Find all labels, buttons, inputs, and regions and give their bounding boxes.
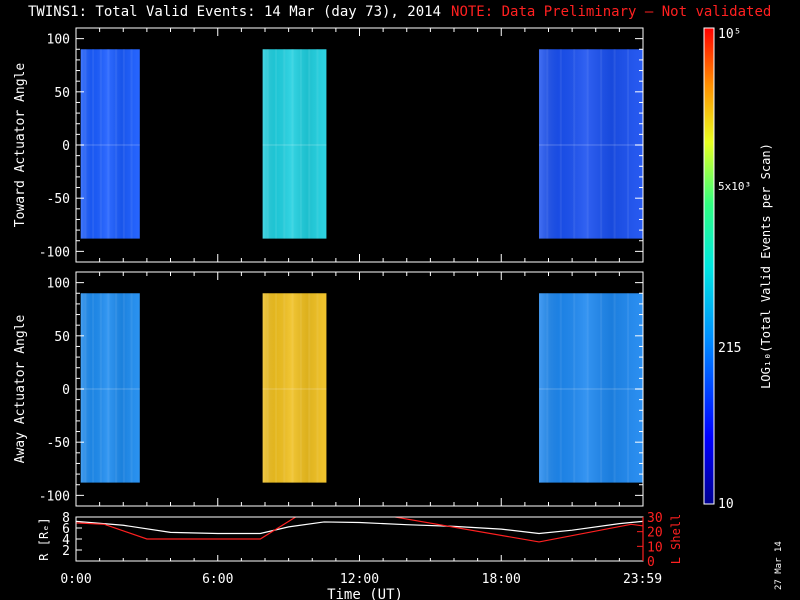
- lshell-axis-label: L Shell: [669, 514, 683, 565]
- plot-title-main: TWINS1: Total Valid Events: 14 Mar (day …: [28, 4, 442, 20]
- y-tick-label: 100: [47, 33, 70, 48]
- colorbar-tick-215: 215: [718, 341, 741, 356]
- date-stamp: 27 Mar 14: [774, 541, 784, 590]
- time-axis-label: Time (UT): [327, 587, 403, 600]
- lshell-tick-label: 10: [647, 540, 663, 555]
- time-tick-label: 12:00: [340, 572, 379, 587]
- away-angle-panel: 100 50 0 -50 -100 Away Actuator Angle: [13, 271, 644, 507]
- y-tick-label: -100: [39, 245, 70, 260]
- lshell-tick-label: 30: [647, 511, 663, 526]
- r-axis-label: R [Rₑ]: [37, 517, 51, 560]
- r-tick-label: 4: [62, 533, 70, 548]
- time-tick-label: 23:59: [623, 572, 662, 587]
- time-axis: Time (UT): [327, 587, 403, 600]
- y-tick-label: -50: [47, 436, 70, 451]
- heatmap-block-texture: [80, 293, 140, 483]
- heatmap-block-texture: [80, 49, 140, 239]
- r-tick-label: 2: [62, 544, 70, 559]
- y-tick-label: 100: [47, 277, 70, 292]
- y-axis-label: Toward Actuator Angle: [13, 63, 28, 228]
- time-tick-label: 18:00: [482, 572, 521, 587]
- r-tick-label: 6: [62, 522, 70, 537]
- colorbar-tick-1e5: 10⁵: [718, 27, 741, 42]
- y-tick-label: 0: [62, 139, 70, 154]
- heatmap-block-texture: [262, 49, 327, 239]
- y-tick-label: 0: [62, 383, 70, 398]
- lshell-tick-label: 0: [647, 555, 655, 570]
- colorbar-label: LOG₁₀(Total Valid Events per Scan): [759, 143, 773, 389]
- colorbar: 10⁵ 5x10³ 215 10 LOG₁₀(Total Valid Event…: [703, 27, 773, 512]
- y-axis-label: Away Actuator Angle: [13, 314, 28, 463]
- heatmap-block-texture: [539, 293, 643, 483]
- r-tick-label: 8: [62, 511, 70, 526]
- y-tick-label: 50: [54, 330, 70, 345]
- colorbar-gradient: [703, 27, 715, 505]
- heatmap-block-texture: [262, 293, 327, 483]
- colorbar-tick-10: 10: [718, 497, 734, 512]
- time-tick-label: 0:00: [60, 572, 91, 587]
- lshell-series-line: [76, 517, 643, 543]
- toward-angle-panel: 100 50 0 -50 -100 Toward Actuator Angle: [13, 27, 644, 263]
- lshell-tick-label: 20: [647, 526, 663, 541]
- time-tick-label: 6:00: [202, 572, 233, 587]
- colorbar-tick-5e3: 5x10³: [718, 180, 751, 193]
- heatmap-block-texture: [539, 49, 643, 239]
- y-tick-label: -100: [39, 489, 70, 504]
- r-series-line: [76, 520, 643, 535]
- panel-frame: [75, 27, 644, 263]
- panel-frame: [75, 271, 644, 507]
- y-tick-label: 50: [54, 86, 70, 101]
- plot-title-note: NOTE: Data Preliminary — Not validated: [451, 4, 772, 20]
- y-tick-label: -50: [47, 192, 70, 207]
- plot-title: TWINS1: Total Valid Events: 14 Mar (day …: [28, 4, 771, 20]
